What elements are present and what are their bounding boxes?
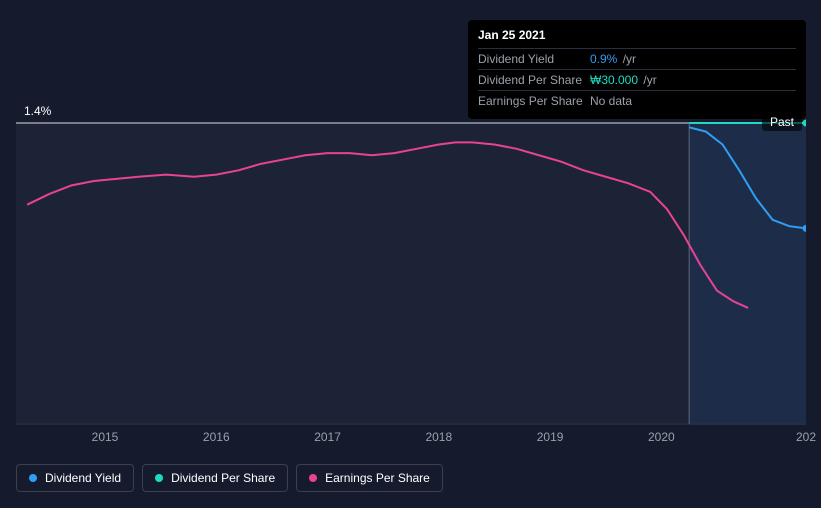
x-axis-label: 2015: [92, 430, 119, 444]
x-axis-label: 2020: [648, 430, 675, 444]
x-axis-label: 2017: [314, 430, 341, 444]
legend-label: Dividend Yield: [45, 471, 121, 485]
tooltip-date: Jan 25 2021: [478, 28, 796, 42]
tooltip-row-value: 0.9%: [590, 52, 617, 66]
tooltip-row: Dividend Per Share₩30.000 /yr: [478, 69, 796, 90]
legend-item[interactable]: Dividend Per Share: [142, 464, 288, 492]
legend-dot-icon: [155, 474, 163, 482]
legend-dot-icon: [29, 474, 37, 482]
x-axis-label: 2016: [203, 430, 230, 444]
legend: Dividend Yield Dividend Per Share Earnings…: [16, 464, 443, 492]
tooltip-row-suffix: /yr: [640, 73, 657, 87]
x-axis-label: 2019: [537, 430, 564, 444]
tooltip-row-value: ₩30.000: [590, 73, 638, 87]
chart-svg: [16, 105, 806, 425]
tooltip-row-suffix: /yr: [619, 52, 636, 66]
tooltip-row-label: Dividend Per Share: [478, 73, 590, 87]
past-label: Past: [762, 113, 802, 131]
x-axis: 201520162017201820192020202: [16, 430, 806, 450]
x-axis-label: 2018: [425, 430, 452, 444]
legend-item[interactable]: Earnings Per Share: [296, 464, 443, 492]
legend-item[interactable]: Dividend Yield: [16, 464, 134, 492]
tooltip-row-label: Dividend Yield: [478, 52, 590, 66]
legend-dot-icon: [309, 474, 317, 482]
tooltip-row: Dividend Yield0.9% /yr: [478, 48, 796, 69]
legend-label: Earnings Per Share: [325, 471, 430, 485]
chart-plot-area[interactable]: Past: [16, 105, 806, 425]
legend-label: Dividend Per Share: [171, 471, 275, 485]
x-axis-label: 202: [796, 430, 816, 444]
